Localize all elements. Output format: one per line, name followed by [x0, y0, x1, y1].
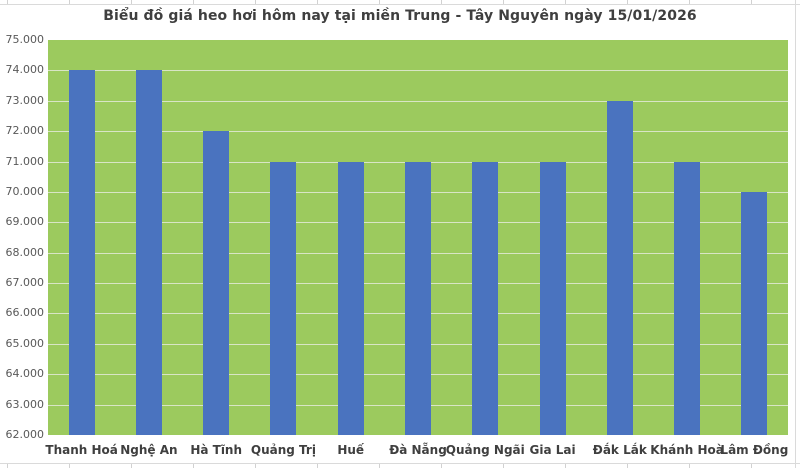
x-category-label: Huế [337, 443, 365, 457]
gridline [48, 131, 788, 133]
y-tick-label: 68.000 [5, 245, 45, 259]
y-tick-label: 73.000 [5, 93, 45, 107]
chart-frame-bottom [0, 463, 800, 464]
gridline [48, 100, 788, 102]
y-tick-label: 65.000 [5, 336, 45, 350]
bar [270, 161, 297, 435]
bar [539, 161, 566, 435]
chart-frame-top [0, 4, 800, 5]
y-tick-label: 62.000 [5, 428, 45, 441]
bar [472, 161, 499, 435]
x-category-label: Gia Lai [529, 443, 576, 457]
x-category-label: Thanh Hoá [45, 443, 118, 457]
bar [203, 131, 230, 435]
x-category-label: Đà Nẵng [389, 443, 447, 457]
bar [337, 161, 364, 435]
x-category-label: Quảng Trị [250, 443, 316, 457]
plot-area [48, 40, 788, 435]
y-tick-label: 64.000 [5, 367, 45, 381]
y-tick-label: 70.000 [5, 184, 45, 198]
y-tick-label: 63.000 [5, 397, 45, 411]
bar [674, 161, 701, 435]
x-category-label: Hà Tĩnh [190, 443, 243, 457]
y-tick-label: 66.000 [5, 306, 45, 320]
bar [606, 100, 633, 435]
y-tick-label: 74.000 [5, 63, 45, 77]
bar [68, 70, 95, 435]
bar [741, 191, 768, 435]
y-tick-label: 71.000 [5, 154, 45, 168]
spreadsheet-column-line [795, 0, 796, 468]
x-category-label: Quảng Ngãi [445, 443, 525, 457]
spreadsheet-grid-bottom [7, 464, 800, 468]
y-tick-label: 75.000 [5, 33, 45, 46]
x-category-label: Nghệ An [120, 443, 178, 457]
y-tick-label: 67.000 [5, 276, 45, 290]
y-tick-label: 69.000 [5, 215, 45, 229]
bar [405, 161, 431, 435]
x-category-label: Khánh Hoà [650, 443, 724, 457]
gridline [48, 70, 788, 72]
y-tick-label: 72.000 [5, 124, 45, 138]
spreadsheet-grid-top [7, 0, 800, 4]
chart-title: Biểu đồ giá heo hơi hôm nay tại miền Tru… [103, 8, 697, 24]
x-category-label: Lâm Đồng [720, 443, 789, 457]
x-category-label: Đắk Lắk [592, 443, 647, 457]
bar [135, 70, 162, 435]
